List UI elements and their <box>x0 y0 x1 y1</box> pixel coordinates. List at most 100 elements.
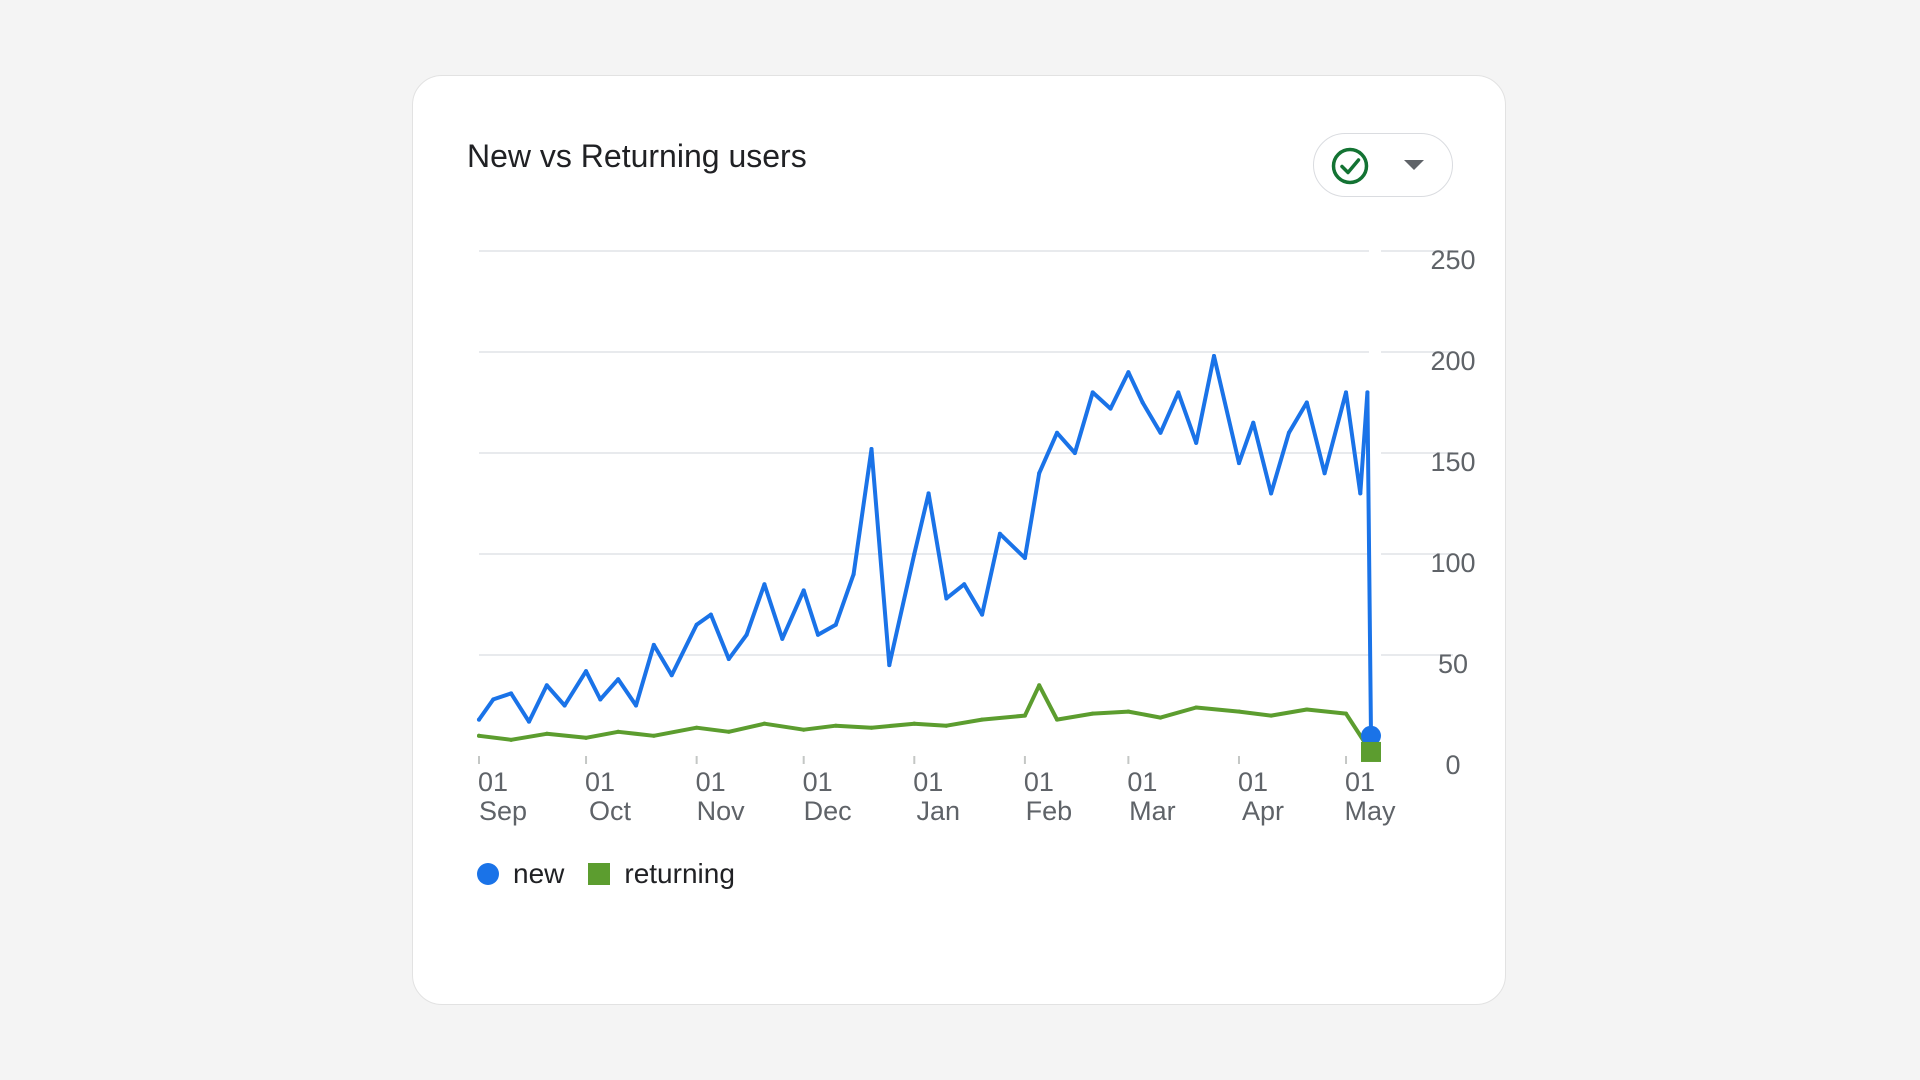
y-axis-labels: 0 50 100 150 200 250 <box>1430 245 1475 780</box>
data-point-new <box>1072 451 1077 455</box>
x-tick-month-label: Sep <box>479 796 527 826</box>
data-point-new <box>1140 400 1145 405</box>
data-point-new <box>1344 390 1349 395</box>
data-point-returning <box>1304 707 1309 712</box>
legend-new-label: new <box>513 858 565 889</box>
data-point-new <box>509 691 514 696</box>
chart-card: New vs Returning users 0 50 100 150 200 250 0… <box>412 75 1506 1005</box>
data-point-new <box>744 632 749 637</box>
x-tick-day-label: 01 <box>803 767 833 797</box>
data-point-new <box>926 491 931 496</box>
data-point-new <box>1022 556 1027 561</box>
data-point-new <box>1322 471 1327 476</box>
legend-item-new[interactable]: new <box>477 858 564 890</box>
x-tick-day-label: 01 <box>696 767 726 797</box>
y-tick-label: 200 <box>1430 346 1475 376</box>
data-point-new <box>1158 430 1163 435</box>
data-point-new <box>1269 491 1274 496</box>
status-dropdown-button[interactable] <box>1313 133 1453 197</box>
data-point-returning <box>1037 683 1042 688</box>
data-point-returning <box>912 721 917 726</box>
data-point-new <box>651 642 656 647</box>
x-tick-day-label: 01 <box>913 767 943 797</box>
data-point-new <box>1358 491 1363 496</box>
data-point-new <box>980 612 985 617</box>
end-marker-new <box>1361 725 1381 746</box>
data-point-new <box>1251 420 1256 425</box>
card-title: New vs Returning users <box>467 138 807 174</box>
data-point-returning <box>1022 713 1027 718</box>
x-tick-month-label: Mar <box>1129 796 1176 826</box>
data-point-new <box>1108 406 1113 411</box>
data-point-returning <box>584 735 589 740</box>
x-tick-month-label: Dec <box>804 796 852 826</box>
data-point-new <box>912 552 917 556</box>
y-tick-label: 50 <box>1438 649 1468 679</box>
data-point-returning <box>1236 709 1241 714</box>
data-point-returning <box>1344 711 1349 716</box>
data-point-new <box>526 719 531 724</box>
chart-legend: new returning <box>477 858 759 890</box>
data-point-returning <box>616 729 621 734</box>
x-tick-month-label: Oct <box>589 796 632 826</box>
data-point-new <box>1304 400 1309 405</box>
data-point-new <box>1176 390 1181 395</box>
grid-lines <box>479 250 1453 656</box>
x-tick-month-label: Apr <box>1242 796 1284 826</box>
data-point-returning <box>1055 717 1060 722</box>
data-point-returning <box>694 725 699 730</box>
data-point-returning <box>1090 711 1095 716</box>
data-point-new <box>851 572 856 577</box>
data-point-new <box>962 582 967 587</box>
series-lines <box>477 354 1373 754</box>
x-tick-day-label: 01 <box>1345 767 1375 797</box>
data-point-new <box>762 582 767 587</box>
data-point-new <box>708 612 713 617</box>
data-point-new <box>1236 461 1241 466</box>
y-tick-label: 0 <box>1445 750 1460 780</box>
data-point-returning <box>509 737 514 742</box>
data-point-returning <box>651 733 656 738</box>
data-point-new <box>869 446 874 451</box>
legend-new-swatch <box>477 863 499 885</box>
data-point-new <box>1365 390 1370 395</box>
data-point-new <box>944 596 949 601</box>
data-point-new <box>669 673 674 678</box>
data-point-returning <box>477 733 481 738</box>
data-point-new <box>1090 390 1095 395</box>
data-point-returning <box>833 723 838 728</box>
data-point-new <box>1212 354 1217 359</box>
y-tick-label: 250 <box>1430 245 1475 275</box>
data-point-returning <box>869 725 874 730</box>
x-tick-day-label: 01 <box>1127 767 1157 797</box>
data-point-new <box>780 636 785 641</box>
x-axis-labels: 01Sep01Oct01Nov01Dec01Jan01Feb01Mar01Apr… <box>478 756 1396 826</box>
data-point-new <box>1286 430 1291 435</box>
y-tick-label: 100 <box>1430 548 1475 578</box>
x-tick-month-label: May <box>1345 796 1397 826</box>
data-point-returning <box>762 721 767 726</box>
data-point-new <box>491 697 496 702</box>
data-point-returning <box>944 723 949 728</box>
data-point-new <box>1037 471 1042 476</box>
x-tick-month-label: Jan <box>917 796 961 826</box>
data-point-new <box>694 622 699 627</box>
legend-returning-label: returning <box>624 858 735 889</box>
x-tick-day-label: 01 <box>1024 767 1054 797</box>
legend-item-returning[interactable]: returning <box>588 858 735 890</box>
data-point-returning <box>1269 713 1274 718</box>
data-point-new <box>1194 440 1199 445</box>
data-point-returning <box>980 717 985 722</box>
data-point-new <box>598 697 603 702</box>
y-tick-label: 150 <box>1430 447 1475 477</box>
data-point-new <box>833 622 838 627</box>
data-point-new <box>544 683 549 688</box>
data-point-new <box>887 663 892 668</box>
data-point-new <box>633 703 638 708</box>
data-point-returning <box>544 731 549 736</box>
data-point-new <box>477 717 481 722</box>
x-tick-month-label: Feb <box>1026 796 1073 826</box>
data-point-returning <box>1194 705 1199 710</box>
data-point-returning <box>726 729 731 734</box>
